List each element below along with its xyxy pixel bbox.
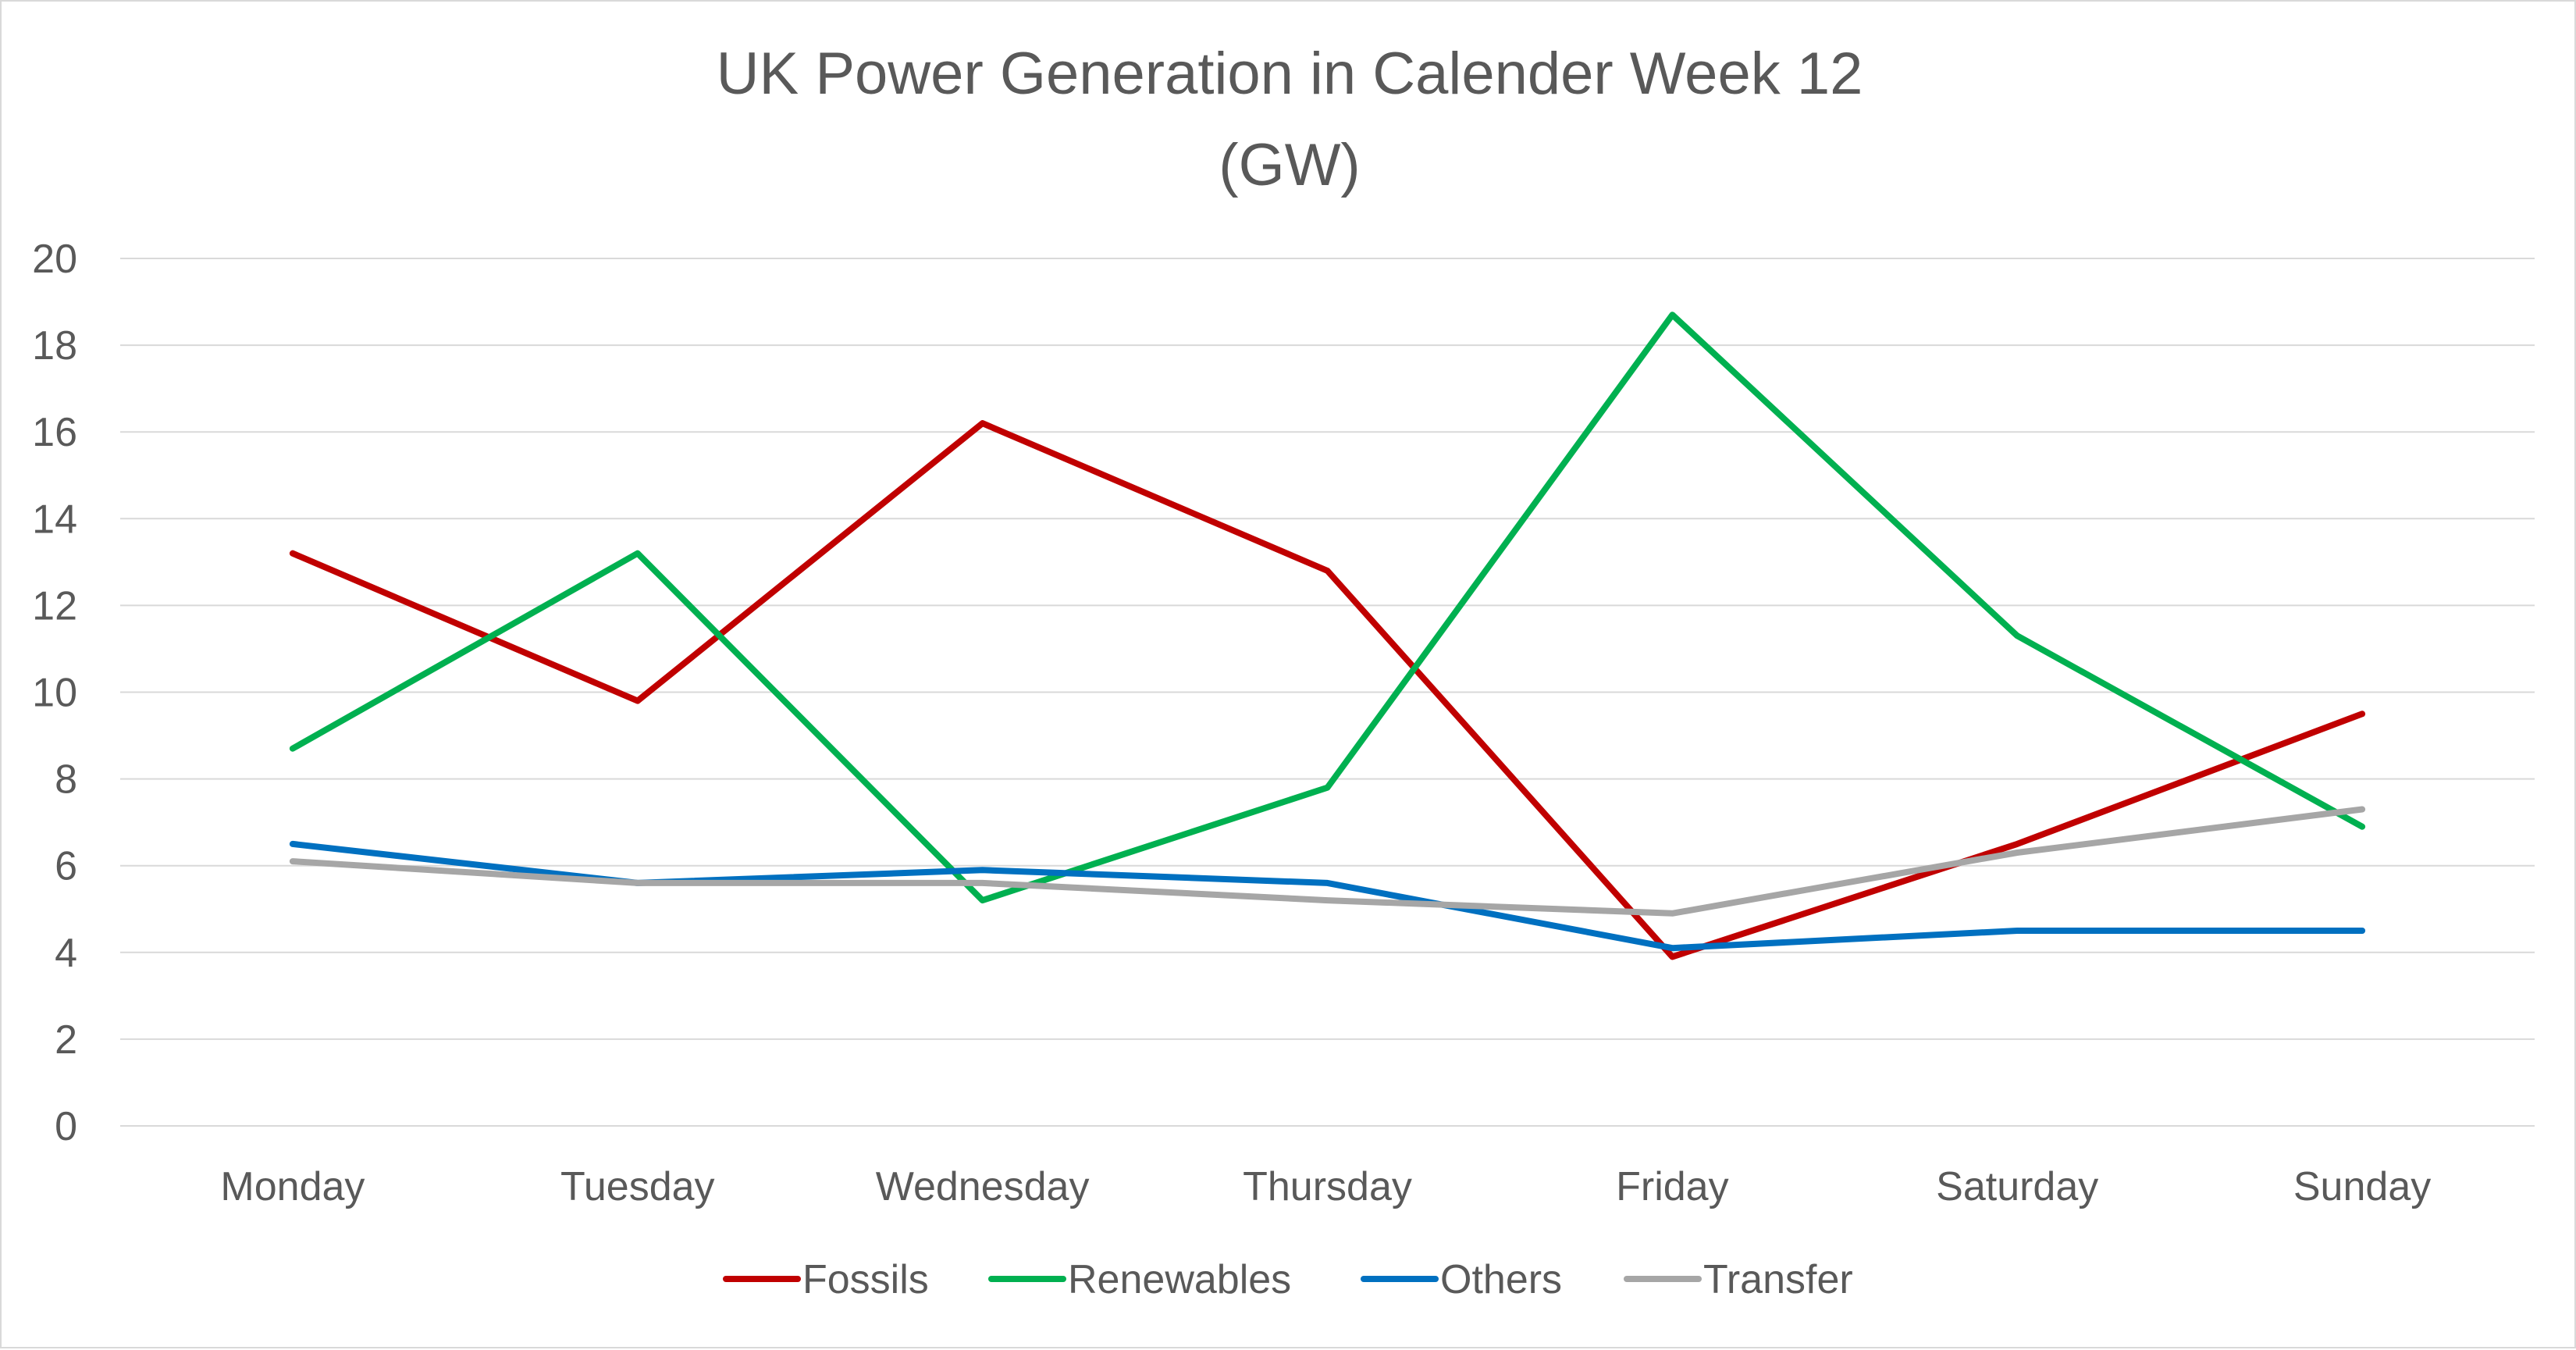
x-tick-label: Thursday: [1243, 1164, 1412, 1209]
series-lines: [289, 312, 2366, 960]
y-tick-label: 20: [32, 237, 77, 282]
chart-subtitle: (GW): [1219, 132, 1360, 198]
series-line-fossils: [289, 420, 2366, 960]
y-tick-label: 14: [32, 497, 77, 542]
series-line-transfer: [289, 806, 2366, 917]
legend: Fossils Renewables Others Transfer: [723, 1257, 1853, 1302]
x-tick-label: Saturday: [1936, 1164, 2098, 1209]
legend-label-others: Others: [1440, 1257, 1562, 1302]
x-tick-label: Friday: [1616, 1164, 1728, 1209]
legend-label-fossils: Fossils: [802, 1257, 929, 1302]
y-tick-label: 4: [55, 931, 77, 976]
x-tick-label: Tuesday: [560, 1164, 715, 1209]
legend-label-renewables: Renewables: [1068, 1257, 1291, 1302]
series-line-renewables: [289, 312, 2366, 904]
x-tick-label: Wednesday: [876, 1164, 1090, 1209]
y-tick-label: 10: [32, 671, 77, 716]
gridlines: [120, 258, 2535, 1127]
x-tick-label: Sunday: [2293, 1164, 2431, 1209]
x-tick-label: Monday: [220, 1164, 365, 1209]
y-tick-label: 16: [32, 410, 77, 455]
x-axis-ticks: Monday Tuesday Wednesday Thursday Friday Satu…: [220, 1164, 2431, 1209]
y-tick-label: 12: [32, 583, 77, 629]
y-tick-label: 0: [55, 1104, 77, 1149]
y-tick-label: 8: [55, 757, 77, 803]
y-tick-label: 2: [55, 1017, 77, 1063]
y-axis-ticks: 0 2 4 6 8 10 12 14 16 18 20: [32, 237, 77, 1149]
chart-title: UK Power Generation in Calender Week 12: [717, 41, 1863, 107]
legend-label-transfer: Transfer: [1703, 1257, 1853, 1302]
y-tick-label: 18: [32, 323, 77, 369]
series-line-others: [289, 840, 2366, 952]
y-tick-label: 6: [55, 844, 77, 889]
